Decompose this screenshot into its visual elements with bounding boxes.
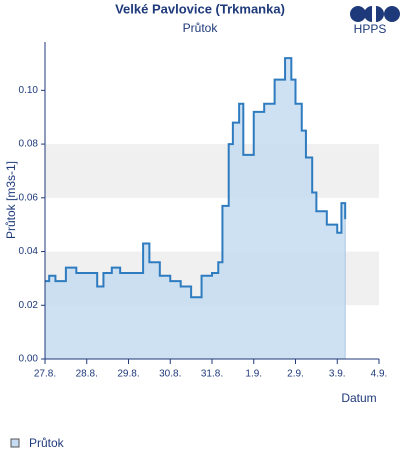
- plot-band: [45, 144, 379, 198]
- area: [45, 58, 346, 359]
- x-tick-label: 27.8.: [34, 369, 56, 380]
- chart-title: Velké Pavlovice (Trkmanka): [115, 1, 285, 16]
- legend-marker: [10, 438, 20, 448]
- x-tick-label: 31.8.: [201, 369, 223, 380]
- logo: [350, 6, 400, 22]
- y-tick-label: 0.08: [19, 139, 39, 150]
- logo-text: HPPS: [354, 22, 387, 36]
- x-tick-label: 1.9.: [245, 369, 262, 380]
- plot-area: 0.00 0.02 0.04 0.06 0.08 0.10 27.8. 28.8. 29.8. 3…: [19, 42, 388, 380]
- x-tick-label: 30.8.: [159, 369, 181, 380]
- y-tick-label: 0.10: [19, 85, 39, 96]
- line: [45, 57, 347, 299]
- x-tick-label: 29.8.: [117, 369, 139, 380]
- y-tick-label: 0.00: [19, 354, 39, 365]
- chart-subtitle: Průtok: [183, 21, 219, 35]
- x-tick-label: 3.9.: [329, 369, 346, 380]
- legend-label: Průtok: [29, 436, 65, 450]
- x-tick-label: 4.9.: [371, 369, 388, 380]
- x-axis-label: Datum: [341, 391, 376, 405]
- y-tick-label: 0.02: [19, 300, 39, 311]
- y-tick-label: 0.04: [19, 246, 39, 257]
- x-tick-label: 2.9.: [287, 369, 304, 380]
- x-tick-label: 28.8.: [76, 369, 98, 380]
- y-tick-label: 0.06: [19, 192, 39, 203]
- y-axis-label: Průtok [m3s-1]: [4, 161, 18, 239]
